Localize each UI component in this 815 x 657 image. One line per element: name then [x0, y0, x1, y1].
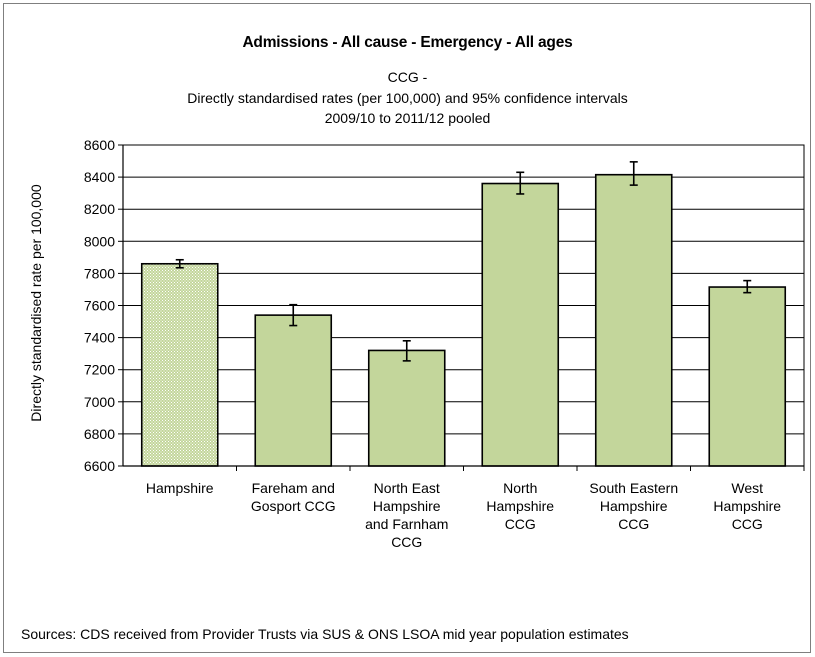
bar-3 [481, 182, 560, 467]
error-bar [743, 279, 752, 294]
x-tick-label-line: North East [373, 480, 440, 496]
x-tick-label-line: and Farnham [365, 516, 449, 532]
x-tick-label-line: CCG [504, 516, 536, 532]
x-tick-label-line: South Eastern [589, 480, 679, 496]
x-tick-label-line: CCG [731, 516, 763, 532]
error-bar [629, 161, 638, 186]
y-tick-label: 7000 [84, 394, 115, 410]
error-bars [175, 161, 752, 362]
y-tick-label: 6600 [84, 458, 115, 474]
x-tick-label-line: Hampshire [713, 498, 782, 514]
y-tick-label: 8200 [84, 201, 115, 217]
y-tick-label: 8600 [84, 137, 115, 153]
bars [140, 173, 787, 467]
chart-subtitle-line-1: CCG - [387, 69, 428, 85]
axes [122, 144, 805, 467]
y-tick-labels: 6600 6800 7000 7200 7400 7600 7800 8000 8200 8400… [84, 137, 115, 474]
x-tick-label-line: Gosport CCG [250, 498, 336, 514]
y-tick-label: 8400 [84, 169, 115, 185]
x-tick-label-line: Hampshire [599, 498, 668, 514]
x-tick-label: South Eastern Hampshire CCG [579, 479, 689, 533]
x-tick-label-line: North [503, 480, 538, 496]
bar-2 [367, 349, 446, 467]
y-tick-label: 7800 [84, 265, 115, 281]
y-tick-label: 6800 [84, 426, 115, 442]
x-tick-label: North Hampshire CCG [465, 479, 575, 533]
x-tick-label-line: West [731, 480, 764, 496]
error-bar [516, 171, 525, 195]
y-tick-label: 7600 [84, 298, 115, 314]
bar-4 [594, 173, 673, 467]
bar-1 [254, 314, 333, 467]
x-tick-label-line: Hampshire [486, 498, 555, 514]
y-tick-label: 7200 [84, 362, 115, 378]
x-tick-label: North East Hampshire and Farnham CCG [352, 479, 462, 551]
chart-frame [3, 3, 811, 653]
gridlines [118, 144, 805, 471]
y-tick-label: 7400 [84, 330, 115, 346]
x-tick-label-line: Hampshire [372, 498, 441, 514]
chart-title: Admissions - All cause - Emergency - All… [242, 34, 573, 51]
x-tick-label-line: Hampshire [145, 480, 214, 496]
bar-5 [708, 286, 787, 467]
x-tick-label: Hampshire [125, 479, 235, 497]
x-tick-label-line: CCG [391, 534, 423, 550]
x-tick-label: Fareham and Gosport CCG [238, 479, 348, 515]
y-tick-label: 8000 [84, 233, 115, 249]
error-bar [175, 258, 184, 269]
error-bar [289, 303, 298, 327]
chart-subtitle-line-3: 2009/10 to 2011/12 pooled [324, 110, 491, 126]
error-bar [402, 340, 411, 362]
x-tick-label-line: CCG [618, 516, 650, 532]
bar-benchmark [140, 262, 219, 467]
source-note: Sources: CDS received from Provider Trus… [21, 626, 629, 642]
chart-subtitle-line-2: Directly standardised rates (per 100,000… [187, 90, 628, 106]
x-tick-label-line: Fareham and [251, 480, 335, 496]
x-tick-label: West Hampshire CCG [692, 479, 802, 533]
